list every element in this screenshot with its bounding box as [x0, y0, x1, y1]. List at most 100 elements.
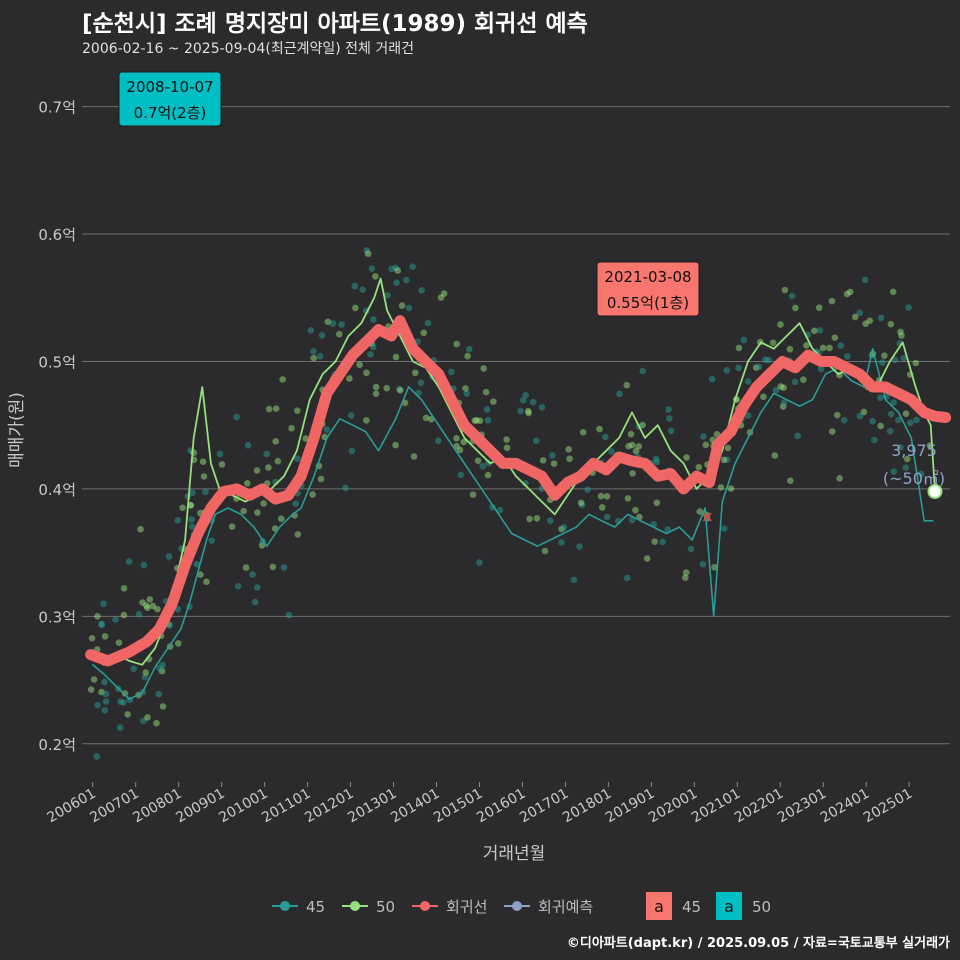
scatter-point [792, 304, 799, 312]
scatter-point [624, 495, 632, 502]
scatter-point [102, 690, 110, 698]
scatter-point [643, 555, 651, 562]
scatter-point [577, 499, 585, 507]
scatter-point [193, 560, 201, 568]
scatter-point [242, 564, 250, 571]
scatter-point [402, 276, 410, 284]
scatter-point [503, 444, 511, 452]
scatter-point [93, 753, 101, 760]
y-tick-label: 0.6억 [38, 226, 76, 244]
scatter-point [155, 690, 163, 698]
scatter-point [254, 509, 261, 516]
scatter-point [396, 387, 404, 394]
scatter-point [791, 378, 799, 386]
scatter-point [263, 450, 270, 458]
scatter-point [240, 507, 247, 515]
annotation-date: 2021-03-08 [604, 268, 691, 286]
scatter-point [887, 410, 895, 418]
scatter-point [260, 500, 267, 507]
scatter-point [233, 413, 240, 421]
scatter-point [203, 578, 210, 586]
scatter-point [94, 612, 101, 620]
annotations: 3,975 (~50㎡) 2008-10-07 0.7억(2층) 2021-03-08 0… [118, 71, 945, 488]
scatter-point [285, 611, 293, 619]
scatter-point [890, 468, 898, 475]
source-caption: ©디아파트(dapt.kr) / 2025.09.05 / 자료=국토교통부 실… [566, 936, 950, 951]
scatter-point [249, 571, 256, 578]
outlier-marker [702, 512, 712, 522]
scatter-point [294, 455, 301, 462]
scatter-point [902, 410, 910, 418]
scatter-point [836, 474, 843, 482]
scatter-point [550, 460, 558, 467]
scatter-point [280, 564, 288, 571]
x-tick-label: 202401 [818, 786, 872, 827]
legend-label: 50 [752, 898, 771, 916]
scatter-point [579, 428, 587, 436]
scatter-point [815, 304, 823, 311]
scatter-point [881, 352, 888, 359]
x-tick-label: 201301 [345, 786, 399, 827]
scatter-point [144, 714, 151, 721]
scatter-point [817, 365, 825, 373]
scatter-point [149, 602, 157, 610]
x-tick-label: 201001 [216, 786, 270, 827]
legend-label: 회귀예측 [538, 898, 593, 916]
scatter-point [323, 426, 331, 433]
y-tick-label: 0.7억 [38, 99, 76, 117]
scatter-point [724, 444, 732, 452]
scatter-point [816, 326, 824, 334]
scatter-point [856, 412, 864, 420]
scatter-point [682, 569, 690, 576]
scatter-point [632, 506, 639, 514]
scatter-point [460, 438, 468, 446]
scatter-point [174, 640, 182, 647]
scatter-point [102, 698, 110, 705]
scatter-point [251, 598, 259, 606]
scatter-point [125, 558, 133, 565]
scatter-point [913, 416, 920, 424]
scatter-point [912, 359, 920, 367]
scatter-point [457, 471, 465, 479]
scatter-point [265, 464, 272, 471]
scatter-point [348, 447, 356, 455]
scatter-point [120, 585, 128, 592]
scatter-point [87, 686, 95, 693]
x-tick-label: 202301 [775, 786, 829, 827]
scatter-point [744, 378, 752, 385]
scatter-point [346, 375, 353, 382]
scatter-point [101, 633, 109, 640]
scatter-point [112, 616, 119, 623]
scatter-point [359, 286, 367, 294]
scatter-point [142, 669, 150, 676]
scatter-point [115, 639, 123, 646]
legend: 45 50 회귀선 회귀예측 a 45 a 50 [272, 892, 771, 920]
scatter-point [616, 390, 623, 398]
scatter-point [369, 316, 377, 323]
scatter-point [351, 282, 359, 290]
legend-label-glyph: a [654, 897, 664, 916]
scatter-point [265, 405, 273, 413]
scatter-point [897, 328, 904, 336]
scatter-point [189, 489, 196, 497]
scatter-point [234, 582, 242, 590]
scatter-point [603, 492, 611, 500]
scatter-point [200, 473, 208, 480]
scatter-point [347, 412, 355, 419]
scatter-point [851, 313, 859, 321]
scatter-point [826, 344, 833, 352]
scatter-point [372, 383, 380, 391]
scatter-point [765, 356, 772, 364]
scatter-point [272, 438, 279, 445]
x-tick-label: 201801 [560, 786, 614, 827]
scatter-point [367, 350, 374, 358]
y-axis: 0.2억 0.3억 0.4억 0.5억 0.6억 0.7억 [38, 99, 76, 754]
scatter-point [887, 320, 895, 328]
scatter-point [124, 711, 132, 718]
scatter-point [310, 354, 317, 362]
scatter-point [121, 690, 129, 697]
x-tick-label: 201901 [603, 786, 657, 827]
scatter-point [856, 309, 864, 317]
scatter-point [696, 508, 704, 515]
scatter-point [484, 471, 492, 479]
